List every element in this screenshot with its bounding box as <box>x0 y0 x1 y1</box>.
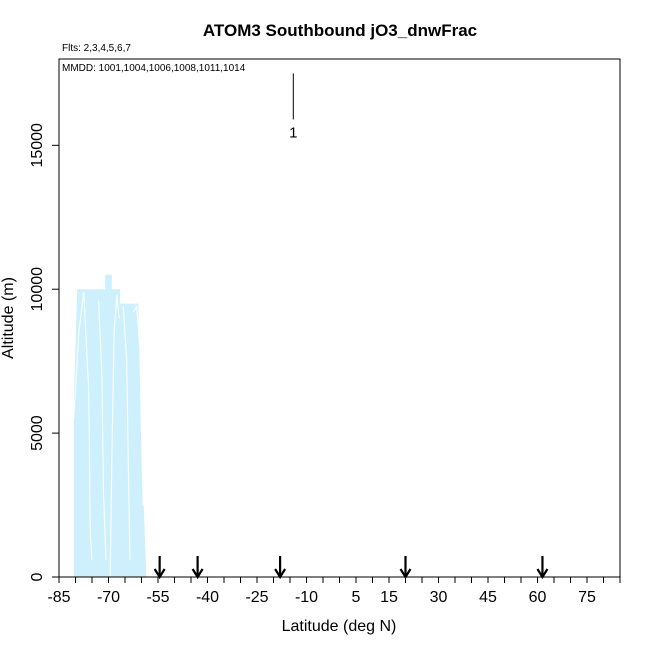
x-tick-label: 45 <box>479 589 497 606</box>
arrow-icon <box>274 556 287 580</box>
y-axis: 0 5000 10000 15000 <box>29 123 59 581</box>
flight-trace-3 <box>122 306 131 560</box>
x-tick-label: -70 <box>97 589 120 606</box>
y-tick-label: 10000 <box>29 267 46 312</box>
marker-label: 1 <box>289 124 297 141</box>
x-tick-label: 75 <box>578 589 596 606</box>
x-tick-label: 5 <box>352 589 361 606</box>
arrow-icon <box>399 556 412 580</box>
marker-layer: 1 <box>153 73 549 580</box>
x-tick-label: 15 <box>380 589 398 606</box>
flights-label: Flts: 2,3,4,5,6,7 <box>62 43 131 54</box>
y-tick-label: 15000 <box>29 123 46 168</box>
arrow-icon <box>536 556 549 580</box>
flight-trace-2 <box>109 294 120 578</box>
data-layer <box>73 274 147 578</box>
arrow-icon <box>153 556 166 580</box>
flight-trace-1 <box>98 300 107 560</box>
x-tick-label: -40 <box>196 589 219 606</box>
y-tick-label: 0 <box>29 572 46 581</box>
dates-label: MMDD: 1001,1004,1006,1008,1011,1014 <box>62 63 246 74</box>
y-tick-label: 5000 <box>29 415 46 451</box>
flight-trace-4 <box>132 304 144 506</box>
y-axis-label: Altitude (m) <box>0 277 17 359</box>
x-tick-label: -85 <box>47 589 70 606</box>
x-axis-label: Latitude (deg N) <box>282 618 397 635</box>
arrow-icon <box>191 556 204 580</box>
x-tick-label: -10 <box>295 589 318 606</box>
x-axis: -85 -70 -55 -40 -25 -10 5 15 30 45 60 75 <box>47 577 621 606</box>
x-tick-label: 30 <box>430 589 448 606</box>
chart-title: ATOM3 Southbound jO3_dnwFrac <box>203 21 477 40</box>
series-area-0 <box>73 274 147 577</box>
flight-trace-0 <box>73 292 93 560</box>
x-tick-label: -55 <box>146 589 169 606</box>
x-tick-label: -25 <box>245 589 268 606</box>
x-tick-label: 60 <box>529 589 547 606</box>
